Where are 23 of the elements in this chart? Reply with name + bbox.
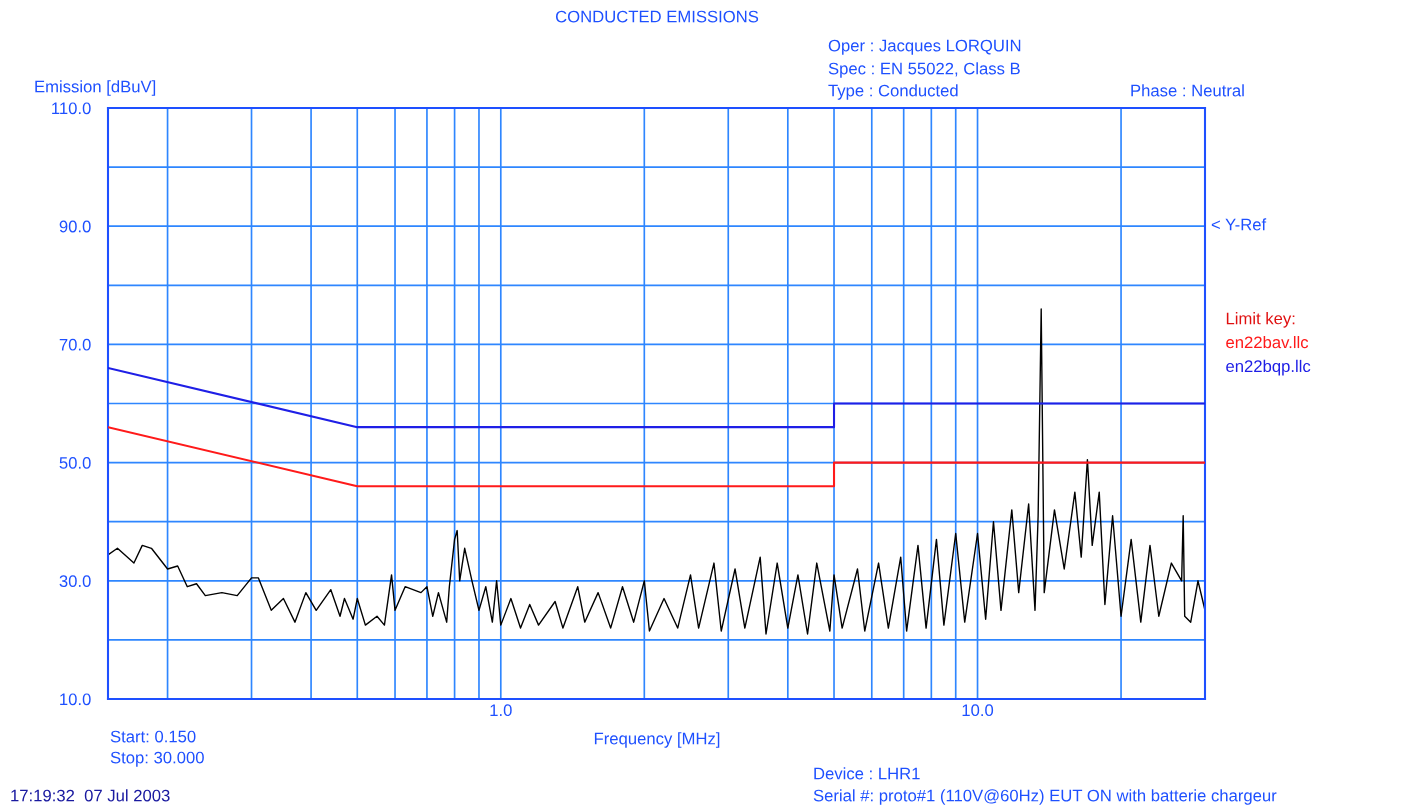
text: Phase : Neutral xyxy=(1131,84,1244,97)
text: en22bqp.llc xyxy=(1226,359,1311,376)
y-axis-title: Emission [dBuV] xyxy=(35,80,156,96)
text: Stop: 30.000 xyxy=(110,751,204,767)
y-tick-label: 10.0 xyxy=(60,693,91,706)
y-tick-label: 110.0 xyxy=(52,102,91,115)
y-tick-label: 90.0 xyxy=(59,220,91,233)
text: Spec : EN 55022, Class B xyxy=(828,62,1020,78)
text: Start: 0.150 xyxy=(110,730,196,743)
x-tick-label: 1.0 xyxy=(490,704,512,717)
text: en22bav.llc xyxy=(1226,335,1309,349)
chart-title: CONDUCTED EMISSIONS xyxy=(555,10,759,23)
text: Oper : Jacques LORQUIN xyxy=(828,39,1021,55)
text: Device : LHR1 xyxy=(814,767,920,780)
y-tick-label: 50.0 xyxy=(59,457,91,469)
text: < Y-Ref xyxy=(1211,218,1267,231)
text: 17:19:32 07 Jul 2003 xyxy=(11,789,170,802)
text: Serial #: proto#1 (110V@60Hz) EUT ON with batterie chargeur xyxy=(813,789,1277,805)
legend-title: Limit key: xyxy=(1226,312,1295,328)
y-tick-label: 30.0 xyxy=(59,575,91,587)
x-axis-title: Frequency [MHz] xyxy=(594,732,720,748)
y-tick-label: 70.0 xyxy=(59,338,91,351)
text: Type : Conducted xyxy=(828,84,958,100)
